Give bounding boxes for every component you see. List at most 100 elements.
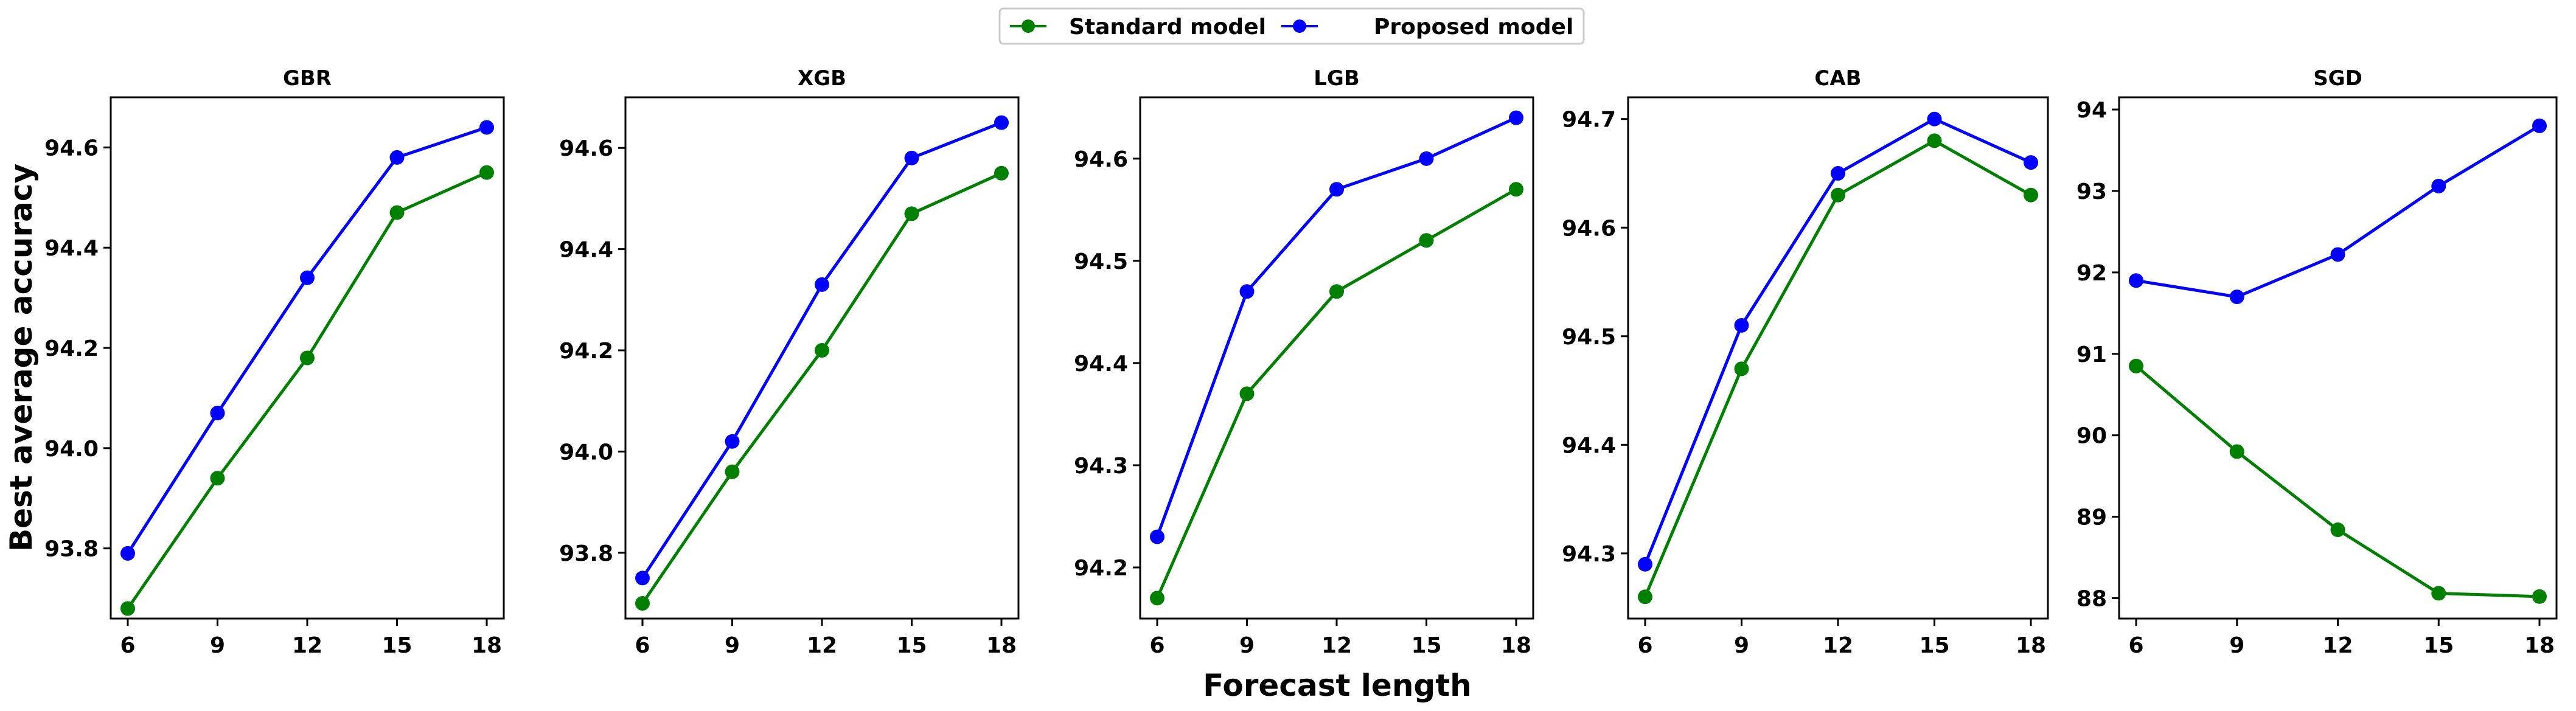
data-point-standard-model (120, 601, 135, 616)
y-tick-label: 94.2 (44, 336, 99, 361)
data-point-proposed-model (635, 571, 650, 586)
panel-lgb: LGB 6 9 12 15 18 94.2 94.3 94.4 94.5 94.6 (1074, 66, 1534, 658)
data-point-proposed-model (725, 434, 740, 449)
data-point-standard-model (389, 205, 405, 220)
y-tick-label: 93.8 (44, 537, 99, 562)
data-point-standard-model (1239, 386, 1255, 401)
series-line-standard-model-sgd (2135, 364, 2540, 598)
plot-frame-lgb (1139, 96, 1534, 620)
x-tick-label: 18 (2016, 633, 2046, 658)
data-point-standard-model (1150, 591, 1164, 606)
x-tick-label: 12 (1823, 633, 1853, 658)
x-tick-label: 15 (1411, 633, 1441, 658)
y-tick-label: 94.7 (1562, 108, 1616, 133)
y-tick-label: 94.6 (1074, 147, 1128, 172)
data-point-proposed-model (1927, 111, 1942, 127)
x-tick-label: 12 (1321, 633, 1352, 658)
x-tick-label: 15 (896, 633, 927, 658)
y-tick-label: 94.0 (44, 437, 99, 462)
y-tick-label: 94.3 (1074, 454, 1128, 479)
y-tick-label: 94.3 (1562, 542, 1616, 567)
x-tick-label: 12 (807, 633, 837, 658)
y-tick-label: 94.4 (44, 236, 99, 261)
data-point-standard-model (210, 471, 225, 486)
data-point-proposed-model (815, 277, 829, 292)
data-point-proposed-model (1638, 557, 1652, 572)
y-tick-label: 94 (2076, 98, 2107, 123)
y-tick-label: 93 (2076, 179, 2107, 204)
y-tick-label: 94.5 (1562, 325, 1616, 350)
x-tick-label: 15 (2423, 633, 2454, 658)
x-tick-label: 15 (1919, 633, 1949, 658)
chart-title-lgb: LGB (1314, 66, 1360, 91)
series-line-standard-model-xgb (641, 172, 1003, 605)
data-point-proposed-model (2532, 118, 2547, 133)
data-point-standard-model (725, 464, 740, 479)
chart-title-xgb: XGB (798, 66, 846, 91)
x-tick-label: 18 (1501, 633, 1531, 658)
data-point-proposed-model (1509, 110, 1523, 125)
data-point-standard-model (2330, 522, 2345, 538)
x-tick-label: 18 (986, 633, 1017, 658)
x-tick-label: 18 (472, 633, 502, 658)
y-tick-label: 89 (2076, 505, 2107, 530)
data-point-standard-model (300, 350, 315, 366)
data-point-standard-model (904, 206, 919, 221)
x-axis-label: Forecast length (1203, 668, 1471, 703)
data-point-proposed-model (479, 120, 494, 135)
chart-title-sgd: SGD (2313, 66, 2362, 91)
panel-sgd: SGD 6 9 12 15 18 88 89 90 91 92 93 94 (2076, 66, 2558, 658)
data-point-standard-model (2532, 589, 2547, 604)
panel-cab: CAB 6 9 12 15 18 94.3 94.4 94.5 94.6 94.7 (1562, 66, 2049, 658)
panel-xgb: XGB 6 9 12 15 18 93.8 94.0 94.2 94.4 94.6 (559, 66, 1020, 658)
y-tick-label: 94.6 (1562, 216, 1616, 241)
data-point-proposed-model (1419, 151, 1434, 166)
data-point-proposed-model (1329, 182, 1344, 197)
legend-standard-marker (1022, 19, 1035, 33)
data-point-standard-model (2431, 586, 2446, 601)
series-line-proposed-model-gbr (126, 126, 487, 555)
x-tick-label: 15 (381, 633, 412, 658)
series-line-proposed-model-cab (1643, 117, 2032, 565)
data-point-standard-model (2229, 444, 2244, 459)
series-line-standard-model-gbr (126, 171, 488, 609)
data-point-standard-model (1329, 284, 1344, 299)
x-tick-label: 6 (635, 633, 650, 658)
data-point-proposed-model (994, 115, 1009, 130)
y-tick-label: 93.8 (559, 541, 613, 566)
y-tick-label: 92 (2076, 261, 2107, 286)
data-point-proposed-model (120, 546, 135, 561)
data-point-standard-model (2024, 187, 2038, 203)
legend-proposed-marker (1293, 19, 1306, 33)
data-point-proposed-model (2129, 273, 2143, 288)
x-tick-label: 9 (210, 633, 225, 658)
data-point-standard-model (1509, 182, 1523, 197)
chart-title-gbr: GBR (283, 66, 332, 91)
data-point-proposed-model (210, 406, 225, 421)
data-point-standard-model (635, 596, 650, 611)
plot-frame-sgd (2118, 96, 2558, 620)
y-tick-label: 94.5 (1074, 249, 1128, 274)
data-point-standard-model (2129, 358, 2143, 373)
legend: Standard model Proposed model (998, 7, 1585, 45)
legend-proposed-label: Proposed model (1374, 15, 1573, 40)
data-point-standard-model (479, 165, 494, 180)
data-point-standard-model (1927, 133, 1942, 148)
y-tick-label: 94.2 (559, 339, 613, 364)
data-point-proposed-model (1734, 317, 1749, 333)
y-tick-label: 94.4 (1074, 352, 1128, 376)
y-tick-label: 94.6 (559, 136, 613, 161)
data-point-proposed-model (389, 150, 405, 165)
y-tick-label: 94.6 (44, 136, 99, 161)
legend-standard-label: Standard model (1069, 15, 1266, 40)
data-point-standard-model (1638, 589, 1652, 605)
x-tick-label: 6 (120, 633, 135, 658)
x-tick-label: 9 (725, 633, 740, 658)
y-tick-label: 90 (2076, 424, 2107, 449)
data-point-standard-model (994, 165, 1009, 181)
series-line-proposed-model-sgd (2136, 124, 2541, 299)
x-tick-label: 12 (292, 633, 322, 658)
x-tick-label: 12 (2322, 633, 2353, 658)
x-tick-label: 9 (1239, 633, 1255, 658)
